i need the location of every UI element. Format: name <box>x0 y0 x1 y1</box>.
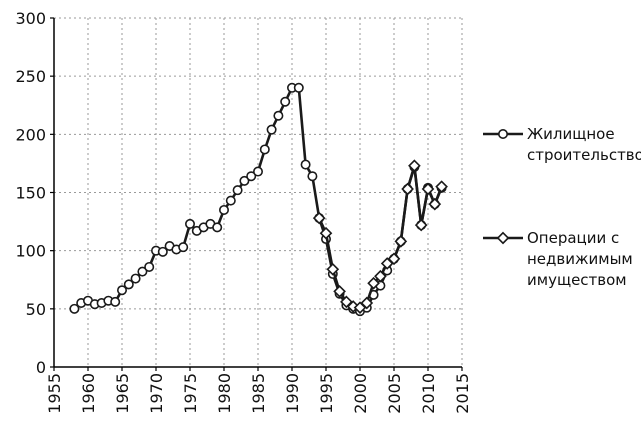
data-point <box>293 82 304 93</box>
data-point <box>273 110 284 121</box>
data-point <box>387 252 401 266</box>
data-point <box>421 182 435 196</box>
data-point <box>414 218 428 232</box>
data-point <box>69 303 80 314</box>
data-point <box>326 262 340 276</box>
data-point <box>312 211 326 225</box>
data-point <box>435 180 448 194</box>
y-tick-label: 200 <box>15 125 46 144</box>
data-point <box>319 226 333 240</box>
data-point <box>225 195 236 206</box>
data-point <box>394 235 408 248</box>
x-tick-label: 2015 <box>453 373 472 414</box>
legend-label: Жилищное <box>527 125 615 143</box>
x-tick-label: 1975 <box>181 373 200 414</box>
legend-marker <box>496 231 510 245</box>
legend-marker <box>497 129 508 140</box>
data-point <box>360 296 374 310</box>
y-tick-label: 50 <box>26 300 46 319</box>
y-tick-label: 300 <box>15 9 46 28</box>
data-point <box>110 296 121 307</box>
data-point <box>300 159 311 170</box>
data-point <box>137 266 148 277</box>
legend: Жилищное строительство Операции с недвижимы… <box>483 125 641 289</box>
x-tick-label: 1970 <box>147 373 166 414</box>
data-point <box>401 182 414 196</box>
data-point <box>374 269 387 283</box>
y-tick-label: 250 <box>15 67 46 86</box>
x-tick-label: 1985 <box>249 373 268 414</box>
data-point <box>333 285 346 298</box>
data-point <box>130 273 141 284</box>
data-point <box>280 96 291 107</box>
data-point <box>123 279 134 290</box>
legend-item-2: Операции с недвижимым имуществом <box>483 229 633 289</box>
y-tick-label: 150 <box>15 184 46 203</box>
data-point <box>428 197 442 211</box>
legend-label: недвижимым <box>527 250 633 268</box>
x-tick-label: 2000 <box>351 373 370 414</box>
series-2 <box>312 159 448 315</box>
data-point <box>144 261 155 272</box>
data-point <box>239 175 250 186</box>
x-tick-label: 1995 <box>317 373 336 414</box>
data-point <box>408 159 421 173</box>
legend-label: имуществом <box>527 271 627 289</box>
x-tick-label: 1980 <box>215 373 234 414</box>
x-tick-label: 1965 <box>113 373 132 414</box>
x-tick-label: 2010 <box>419 373 438 414</box>
data-point <box>212 222 223 233</box>
data-point <box>178 242 189 253</box>
x-tick-label: 1955 <box>45 373 64 414</box>
data-point <box>253 166 264 177</box>
data-point <box>246 171 257 182</box>
data-point <box>185 218 196 229</box>
x-tick-label: 1990 <box>283 373 302 414</box>
x-tick-label: 1960 <box>79 373 98 414</box>
data-point <box>219 204 230 215</box>
y-tick-label: 100 <box>15 242 46 261</box>
legend-label: строительство <box>527 146 641 164</box>
data-point <box>117 285 128 296</box>
data-point <box>266 124 277 135</box>
x-tick-label: 2005 <box>385 373 404 414</box>
series-layer <box>69 82 448 317</box>
y-tick-label: 0 <box>36 358 46 377</box>
legend-item-1: Жилищное строительство <box>483 125 641 164</box>
legend-label: Операции с <box>527 229 619 247</box>
data-point <box>367 276 380 290</box>
data-point <box>157 246 168 257</box>
grid-layer <box>54 17 463 367</box>
data-point <box>232 185 243 196</box>
data-point <box>307 171 318 182</box>
axes: 0 50 100 150 200 250 300 1955 1960 1965 1970 1975 19… <box>15 9 472 414</box>
data-point <box>259 144 270 155</box>
